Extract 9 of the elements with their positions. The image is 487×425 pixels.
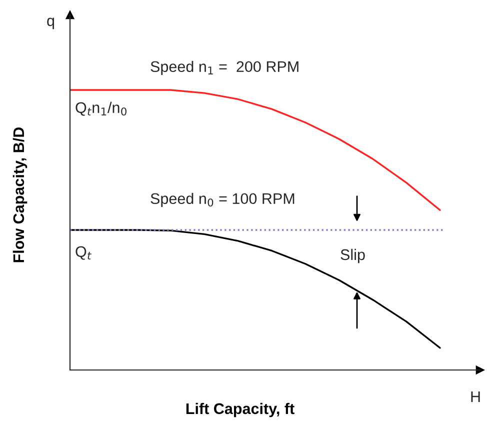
annotation: Slip xyxy=(340,248,365,264)
text: Speed n$_{1}$ = 200 RPM xyxy=(150,60,298,76)
y-axis-title: Flow Capacity, B/D xyxy=(12,127,28,262)
text: H xyxy=(471,391,480,402)
annotation: Q$_{t}$ xyxy=(76,246,92,260)
annotation: Q$_{t}$n$_{1}$/n$_{0}$ xyxy=(76,102,126,116)
text: q xyxy=(47,18,54,30)
annotation: Speed n$_{0}$ = 100 RPM xyxy=(150,192,294,208)
x-axis-title: Lift Capacity, ft xyxy=(186,402,294,418)
